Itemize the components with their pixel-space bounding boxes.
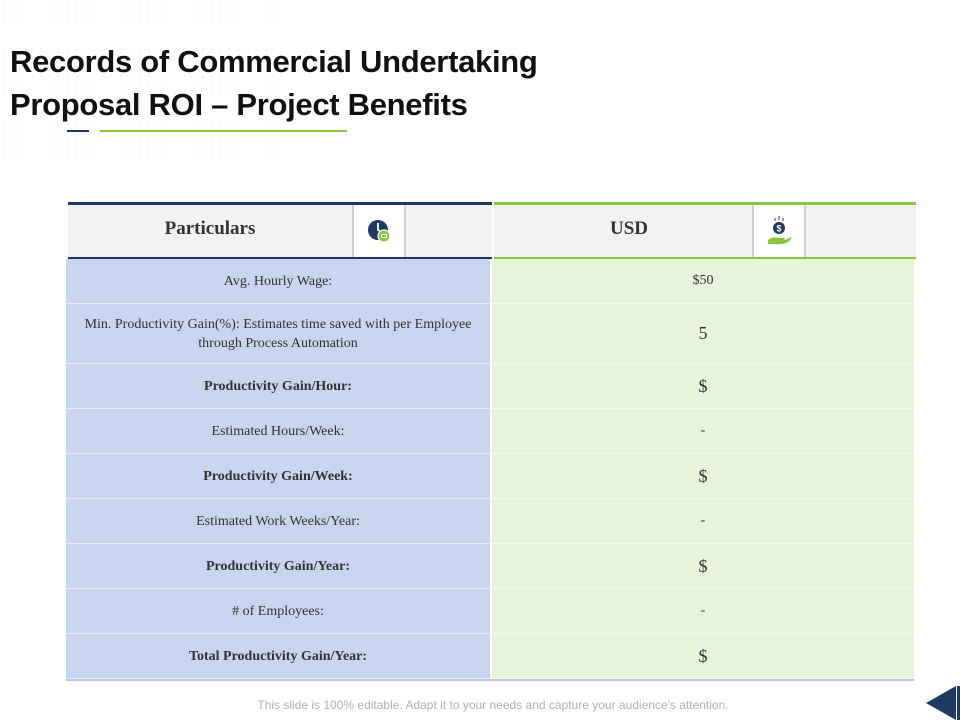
header-particulars: Particulars [68, 202, 492, 259]
row-value: 5 [492, 304, 914, 364]
corner-triangle-decoration [926, 686, 960, 720]
dot-pattern-decoration [0, 0, 280, 160]
header-particulars-label: Particulars [164, 218, 256, 239]
slide-title-line-2: Proposal ROI – Project Benefits [10, 87, 468, 122]
row-value: - [492, 499, 914, 544]
table-row: Total Productivity Gain/Year: $ [66, 634, 916, 679]
table-header: Particulars USD $ [66, 202, 916, 259]
footer-note: This slide is 100% editable. Adapt it to… [257, 698, 729, 712]
hand-dollar-coin-icon: $ [752, 205, 806, 257]
table-bottom-border [66, 679, 914, 681]
header-usd: USD $ [494, 202, 916, 259]
row-label: Avg. Hourly Wage: [66, 259, 490, 304]
title-underline-dark [67, 130, 89, 132]
header-usd-label: USD [609, 218, 648, 239]
title-underline-green [100, 130, 347, 132]
table-row: Productivity Gain/Week: $ [66, 454, 916, 499]
svg-text:$: $ [776, 224, 781, 234]
row-value: - [492, 409, 914, 454]
row-label: Total Productivity Gain/Year: [66, 634, 490, 679]
table-row: Avg. Hourly Wage: $50 [66, 259, 916, 304]
table-row: Productivity Gain/Hour: $ [66, 364, 916, 409]
row-label: # of Employees: [66, 589, 490, 634]
row-value: $ [492, 544, 914, 589]
row-label: Productivity Gain/Hour: [66, 364, 490, 409]
row-label: Estimated Hours/Week: [66, 409, 490, 454]
row-label: Min. Productivity Gain(%): Estimates tim… [66, 304, 490, 364]
clock-money-icon [352, 205, 406, 257]
table-row: # of Employees: - [66, 589, 916, 634]
row-label: Productivity Gain/Week: [66, 454, 490, 499]
row-label: Estimated Work Weeks/Year: [66, 499, 490, 544]
row-value: $ [492, 364, 914, 409]
benefits-table: Particulars USD $ [66, 202, 916, 681]
slide-title-line-1: Records of Commercial Undertaking [10, 44, 538, 79]
table-row: Estimated Work Weeks/Year: - [66, 499, 916, 544]
row-value: - [492, 589, 914, 634]
row-value: $50 [492, 259, 914, 304]
table-row: Productivity Gain/Year: $ [66, 544, 916, 589]
slide-title: Records of Commercial Undertaking Propos… [10, 40, 710, 126]
table-row: Estimated Hours/Week: - [66, 409, 916, 454]
row-label: Productivity Gain/Year: [66, 544, 490, 589]
table-row: Min. Productivity Gain(%): Estimates tim… [66, 304, 916, 364]
row-value: $ [492, 634, 914, 679]
row-value: $ [492, 454, 914, 499]
